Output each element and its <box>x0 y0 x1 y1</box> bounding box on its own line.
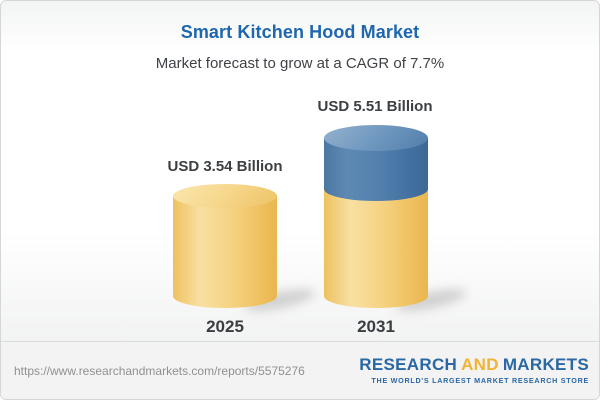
chart-subtitle: Market forecast to grow at a CAGR of 7.7… <box>155 55 445 72</box>
logo-word-research: RESEARCH <box>359 355 458 375</box>
year-label-2025: 2025 <box>206 317 244 336</box>
cylinder-2031-cap <box>324 125 428 151</box>
year-label-2031: 2031 <box>357 317 395 336</box>
value-label-2025: USD 3.54 Billion <box>167 158 283 175</box>
chart-title: Smart Kitchen Hood Market <box>180 22 420 42</box>
logo-word-markets: MARKETS <box>502 355 589 375</box>
cylinder-2025-body <box>173 196 277 308</box>
cylinder-2025-cap <box>173 184 277 208</box>
brand-logo-tagline: THE WORLD'S LARGEST MARKET RESEARCH STOR… <box>371 376 589 386</box>
cylinder-2031-base-segment <box>324 189 428 308</box>
brand-logo-wordmark: RESEARCH AND MARKETS <box>359 356 589 374</box>
logo-word-and: AND <box>461 355 499 375</box>
report-url: https://www.researchandmarkets.com/repor… <box>14 363 305 378</box>
brand-logo: RESEARCH AND MARKETS THE WORLD'S LARGEST M… <box>359 356 589 384</box>
footer: https://www.researchandmarkets.com/repor… <box>1 341 599 399</box>
value-label-2031: USD 5.51 Billion <box>317 98 433 115</box>
